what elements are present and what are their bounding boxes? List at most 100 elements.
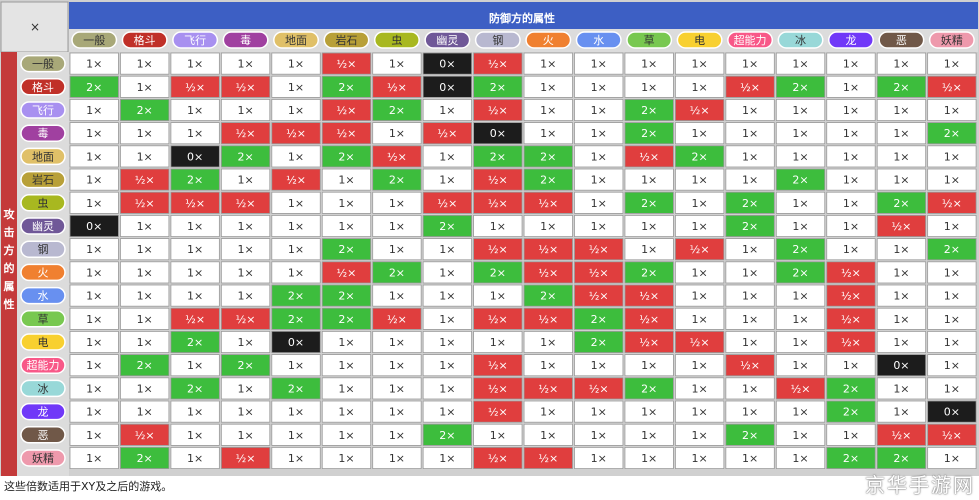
effectiveness-value: 1× bbox=[792, 429, 808, 442]
effectiveness-value: ½× bbox=[841, 313, 861, 326]
attacker-label-char: 属 bbox=[4, 280, 15, 293]
effectiveness-cell bbox=[69, 261, 119, 284]
effectiveness-cell bbox=[523, 122, 573, 145]
effectiveness-value: 1× bbox=[792, 406, 808, 419]
effectiveness-value: 0× bbox=[288, 336, 304, 349]
effectiveness-cell bbox=[120, 354, 170, 377]
effectiveness-cell bbox=[170, 168, 220, 191]
effectiveness-cell bbox=[725, 168, 775, 191]
effectiveness-value: 1× bbox=[540, 429, 556, 442]
effectiveness-value: ½× bbox=[488, 104, 508, 117]
effectiveness-cell bbox=[826, 354, 876, 377]
effectiveness-cell bbox=[473, 75, 523, 98]
effectiveness-cell bbox=[876, 191, 927, 214]
effectiveness-cell bbox=[624, 400, 674, 423]
effectiveness-cell bbox=[120, 99, 170, 122]
effectiveness-cell bbox=[120, 330, 170, 353]
effectiveness-cell bbox=[675, 145, 725, 168]
col-header-地面: 地面 bbox=[273, 31, 319, 49]
effectiveness-value: 1× bbox=[237, 243, 253, 256]
type-badge bbox=[928, 31, 975, 49]
effectiveness-value: 2× bbox=[742, 429, 758, 442]
effectiveness-value: ½× bbox=[740, 359, 760, 372]
effectiveness-cell bbox=[271, 307, 321, 330]
effectiveness-cell bbox=[927, 238, 977, 261]
effectiveness-cell bbox=[321, 307, 372, 330]
effectiveness-cell bbox=[775, 400, 826, 423]
effectiveness-cell bbox=[120, 446, 170, 469]
type-badge bbox=[20, 78, 66, 96]
type-badge-label: 草 bbox=[644, 34, 655, 47]
effectiveness-value: 0× bbox=[187, 150, 203, 163]
effectiveness-cell bbox=[675, 214, 725, 237]
effectiveness-cell bbox=[675, 307, 725, 330]
effectiveness-cell bbox=[473, 168, 523, 191]
effectiveness-value: 1× bbox=[742, 290, 758, 303]
effectiveness-cell bbox=[321, 284, 372, 307]
effectiveness-cell bbox=[927, 99, 977, 122]
effectiveness-cell bbox=[574, 214, 624, 237]
effectiveness-cell bbox=[624, 191, 674, 214]
effectiveness-value: 2× bbox=[490, 266, 506, 279]
effectiveness-value: 1× bbox=[288, 81, 304, 94]
effectiveness-value: 1× bbox=[792, 150, 808, 163]
effectiveness-cell bbox=[927, 261, 977, 284]
effectiveness-value: 1× bbox=[237, 290, 253, 303]
type-badge-label: 钢 bbox=[492, 34, 503, 47]
effectiveness-value: 1× bbox=[389, 220, 405, 233]
effectiveness-value: 2× bbox=[490, 150, 506, 163]
effectiveness-cell bbox=[624, 307, 674, 330]
effectiveness-cell bbox=[574, 122, 624, 145]
effectiveness-value: ½× bbox=[488, 452, 508, 465]
type-badge-label: 虫 bbox=[38, 197, 49, 210]
effectiveness-cell bbox=[271, 238, 321, 261]
effectiveness-value: ½× bbox=[589, 382, 609, 395]
effectiveness-cell bbox=[675, 191, 725, 214]
effectiveness-cell bbox=[69, 75, 119, 98]
type-badge-label: 地面 bbox=[32, 150, 54, 163]
effectiveness-cell bbox=[725, 214, 775, 237]
effectiveness-value: 1× bbox=[86, 313, 102, 326]
row-header-格斗: 格斗 bbox=[20, 78, 66, 96]
effectiveness-cell bbox=[725, 284, 775, 307]
effectiveness-value: 1× bbox=[86, 429, 102, 442]
effectiveness-cell bbox=[574, 145, 624, 168]
effectiveness-cell bbox=[422, 307, 472, 330]
effectiveness-cell bbox=[473, 354, 523, 377]
type-badge bbox=[878, 31, 925, 49]
effectiveness-cell bbox=[675, 284, 725, 307]
effectiveness-cell bbox=[624, 261, 674, 284]
row-header-恶: 恶 bbox=[20, 426, 66, 444]
effectiveness-value: 2× bbox=[843, 382, 859, 395]
effectiveness-cell bbox=[927, 400, 977, 423]
effectiveness-cell bbox=[321, 99, 372, 122]
effectiveness-value: 1× bbox=[540, 127, 556, 140]
effectiveness-value: ½× bbox=[337, 104, 357, 117]
row-header-地面: 地面 bbox=[20, 147, 66, 166]
effectiveness-value: 1× bbox=[490, 220, 506, 233]
effectiveness-cell bbox=[826, 446, 876, 469]
effectiveness-cell bbox=[170, 446, 220, 469]
type-badge-label: 飞行 bbox=[32, 104, 54, 117]
effectiveness-value: 1× bbox=[237, 382, 253, 395]
effectiveness-cell bbox=[826, 99, 876, 122]
effectiveness-cell bbox=[321, 446, 372, 469]
effectiveness-cell bbox=[927, 284, 977, 307]
effectiveness-value: 1× bbox=[137, 243, 153, 256]
effectiveness-value: 1× bbox=[389, 452, 405, 465]
effectiveness-value: 2× bbox=[439, 429, 455, 442]
effectiveness-cell bbox=[271, 145, 321, 168]
effectiveness-cell bbox=[826, 168, 876, 191]
effectiveness-value: 1× bbox=[692, 359, 708, 372]
effectiveness-cell bbox=[725, 400, 775, 423]
effectiveness-value: 1× bbox=[187, 266, 203, 279]
effectiveness-value: 2× bbox=[893, 81, 909, 94]
effectiveness-cell bbox=[675, 122, 725, 145]
effectiveness-value: 2× bbox=[86, 81, 102, 94]
effectiveness-value: 2× bbox=[338, 243, 354, 256]
effectiveness-cell bbox=[422, 400, 472, 423]
effectiveness-cell bbox=[271, 330, 321, 353]
type-badge bbox=[20, 124, 66, 142]
effectiveness-value: 1× bbox=[237, 336, 253, 349]
effectiveness-value: 1× bbox=[792, 290, 808, 303]
